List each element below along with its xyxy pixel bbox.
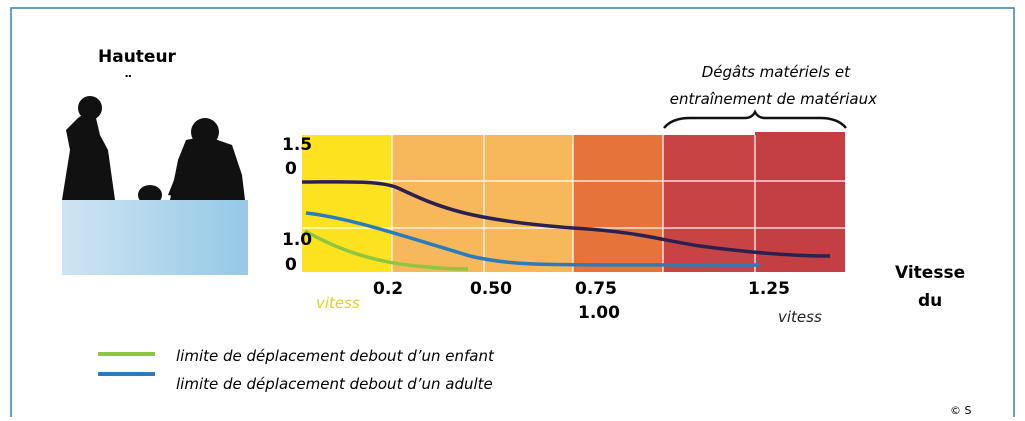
x-label: du — [918, 291, 942, 311]
y-label-cut: ¨ — [124, 73, 133, 93]
x-tick: 0.50 — [470, 279, 512, 299]
x-unit: vitess — [778, 308, 822, 326]
y-tick: 1.5 — [282, 135, 312, 155]
credit: © S — [950, 404, 971, 417]
silhouettes — [62, 96, 248, 275]
y-tick: 1.0 — [282, 230, 312, 250]
y-label: Hauteur — [98, 47, 177, 67]
y-tick: 0 — [285, 159, 297, 179]
y-tick: 0 — [285, 255, 297, 275]
x-label: Vitesse — [895, 263, 965, 283]
x-tick: 0.2 — [373, 279, 403, 299]
brace — [664, 112, 846, 128]
x-tick: 1.00 — [578, 303, 620, 323]
x-unit: vitess — [316, 294, 360, 312]
legend-label: limite de déplacement debout d’un adulte — [176, 375, 493, 393]
annotation: entraînement de matériaux — [670, 90, 877, 108]
annotation: Dégâts matériels et — [702, 63, 851, 81]
x-tick: 1.25 — [748, 279, 790, 299]
diagram: Hauteur ¨ 1.5 0 1.0 0 0.2 0.50 0.75 1.00… — [0, 0, 1025, 417]
legend-label: limite de déplacement debout d’un enfant — [176, 347, 495, 365]
zones — [302, 132, 845, 272]
x-tick: 0.75 — [575, 279, 617, 299]
